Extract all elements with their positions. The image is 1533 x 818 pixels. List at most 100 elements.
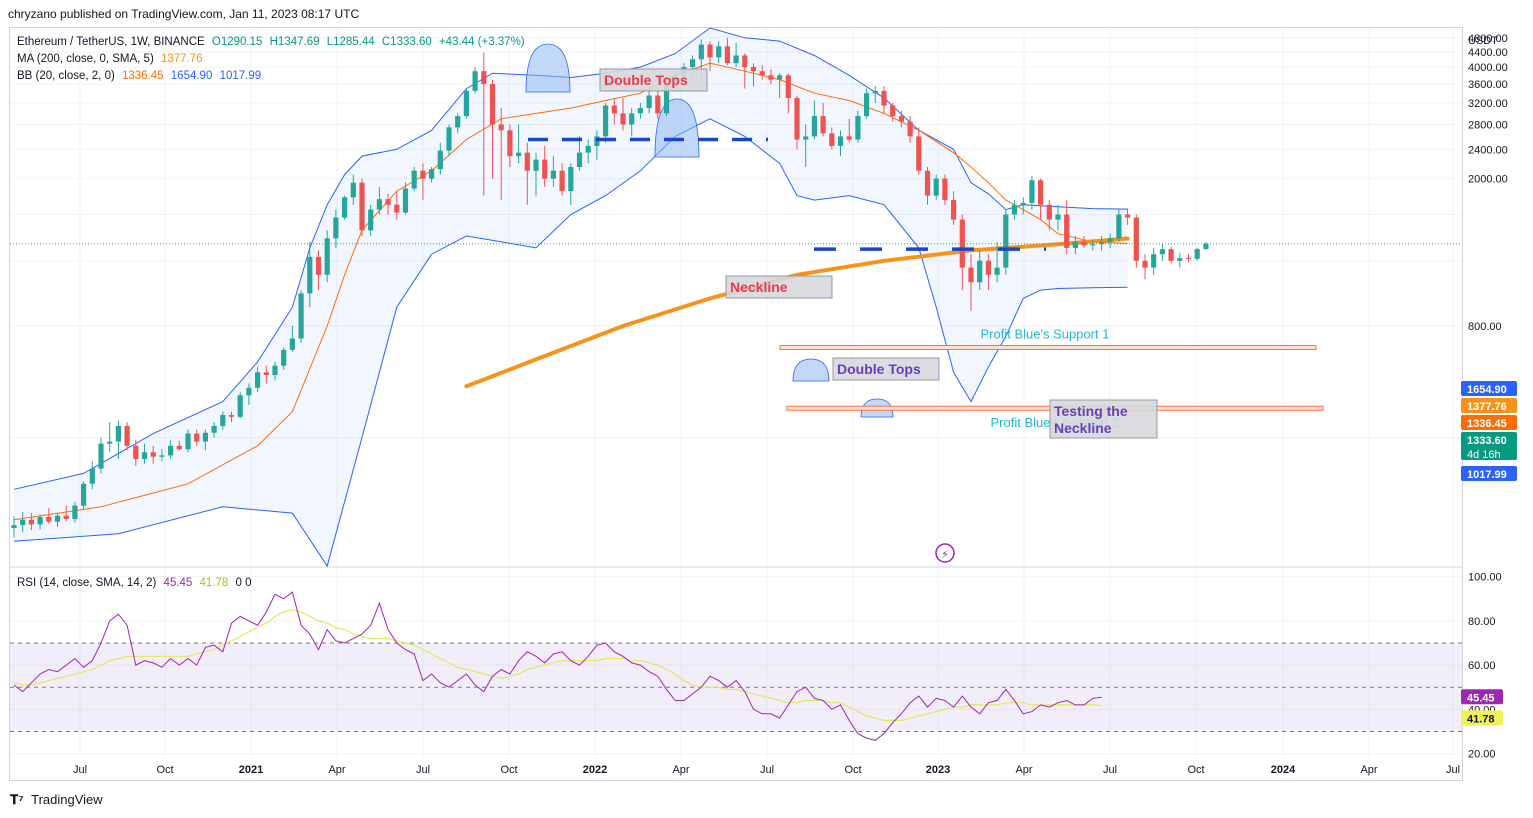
candle-body: [272, 365, 278, 376]
candle-body: [289, 338, 295, 350]
x-tick-label: 2021: [239, 764, 263, 776]
candle-body: [542, 159, 548, 179]
candle-body: [368, 209, 374, 231]
candle-body: [994, 267, 1000, 275]
ma-label[interactable]: MA (200, close, 0, SMA, 5): [17, 53, 154, 65]
candle-body: [1185, 258, 1192, 260]
candle-body: [924, 170, 931, 196]
candle-body: [124, 425, 130, 446]
x-tick-label: Jul: [760, 764, 774, 776]
candle-body: [255, 372, 261, 388]
candle-body: [1011, 204, 1018, 215]
candle-body: [342, 197, 348, 218]
price-label-bg: [1461, 381, 1517, 396]
tradingview-footer[interactable]: 𝐓⁷ TradingView: [10, 792, 103, 808]
candle-body: [159, 455, 165, 457]
ohlc-low: L1285.44: [326, 36, 375, 48]
x-tick-label: 2023: [926, 764, 950, 776]
symbol-title[interactable]: Ethereum / TetherUS, 1W, BINANCE: [17, 36, 205, 48]
candle-body: [611, 105, 617, 114]
double-top-dome: [525, 43, 571, 93]
candle-body: [507, 130, 513, 157]
candle-body: [1020, 202, 1026, 205]
candle-body: [133, 445, 139, 460]
rsi-value: 45.45: [163, 577, 193, 589]
rsi-ma-label-bg: [1461, 710, 1503, 726]
candle-body: [898, 116, 904, 122]
candle-body: [516, 152, 522, 157]
y-axis-unit: USDT: [1468, 35, 1498, 47]
candle-body: [750, 67, 757, 72]
callout-text: Double Tops: [837, 361, 921, 377]
candle-body: [629, 113, 635, 125]
candle-body: [603, 105, 609, 137]
candle-body: [194, 433, 200, 442]
candle-body: [803, 136, 809, 140]
candle-body: [1194, 249, 1200, 259]
candle-body: [324, 238, 330, 275]
candle-body: [1133, 217, 1139, 261]
candle-body: [576, 152, 583, 167]
bb-upper-value: 1654.90: [170, 70, 213, 82]
rsi-label[interactable]: RSI (14, close, SMA, 14, 2): [17, 577, 157, 589]
candle-body: [402, 188, 409, 213]
callout-box: [599, 68, 708, 92]
candle-body: [707, 44, 713, 58]
candle-body: [907, 121, 913, 137]
candle-body: [716, 46, 722, 58]
price-label-bb-basis: 1336.45: [1461, 415, 1517, 430]
rsi-line: [13, 591, 1102, 741]
candle-body: [185, 433, 191, 450]
x-tick-label: Jul: [1446, 764, 1460, 776]
candle-body: [81, 483, 87, 506]
footer-brand: TradingView: [31, 792, 103, 807]
y-tick-label: 4000.00: [1468, 62, 1508, 74]
bb-label[interactable]: BB (20, close, 2, 0): [17, 70, 115, 82]
candle-body: [820, 116, 826, 134]
rsi-legend: RSI (14, close, SMA, 14, 2) 45.45 41.78 …: [17, 577, 256, 589]
candle-body: [959, 219, 965, 268]
candle-body: [855, 116, 861, 140]
event-lightning-icon: [935, 543, 955, 563]
candle-body: [951, 200, 957, 220]
candle-body: [385, 199, 391, 205]
rsi-extra-value: 0 0: [235, 577, 252, 589]
candle-body: [150, 452, 156, 457]
callout-box: [832, 357, 940, 381]
candle-body: [107, 441, 113, 444]
candle-body: [37, 517, 43, 525]
candle-body: [28, 519, 34, 525]
candle-body: [220, 415, 226, 426]
candle-body: [472, 71, 478, 91]
candle-body: [1203, 243, 1209, 250]
x-tick-label: Jul: [73, 764, 87, 776]
candle-body: [550, 170, 556, 179]
candle-body: [637, 108, 643, 114]
price-label-text: 1336.45: [1467, 418, 1507, 430]
candle-body: [463, 90, 469, 117]
candle-body: [115, 425, 121, 442]
candle-body: [968, 267, 974, 283]
candle-body: [168, 445, 174, 456]
rsi-tick-label: 100.00: [1468, 572, 1502, 584]
candle-body: [1046, 204, 1052, 220]
candle-body: [228, 415, 235, 417]
candle-body: [72, 505, 78, 520]
y-tick-label: 2000.00: [1468, 174, 1508, 186]
candle-body: [733, 55, 739, 64]
candle-body: [794, 98, 800, 140]
countdown-text: 4d 16h: [1467, 449, 1501, 461]
y-tick-label: 2800.00: [1468, 119, 1508, 131]
candle-body: [655, 95, 661, 114]
candle-body: [446, 127, 452, 151]
y-tick-label: 3200.00: [1468, 98, 1508, 110]
callout-text: Neckline: [730, 279, 788, 295]
candle-body: [933, 178, 939, 196]
x-tick-label: Apr: [1360, 764, 1377, 776]
rsi-ma-line: [13, 609, 1102, 722]
x-tick-label: Oct: [156, 764, 173, 776]
x-tick-label: Oct: [844, 764, 861, 776]
rsi-value-label: 45.45: [1461, 689, 1503, 705]
